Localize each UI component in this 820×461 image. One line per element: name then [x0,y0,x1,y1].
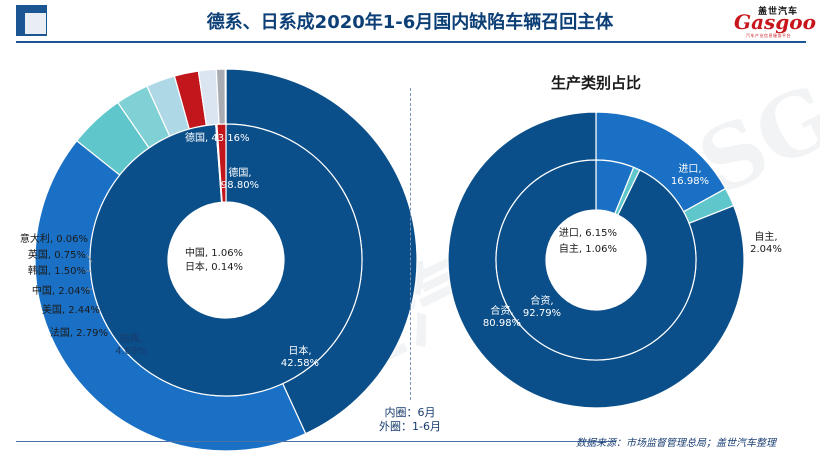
chart-2-hole [546,210,646,310]
chart-1-inner-label-japan: 日本, 0.14% [185,260,243,273]
chart-2-inner-label-import: 进口, 6.15% [559,227,617,239]
chart-2-inner-label-joint-venture: 合资, 92.79% [523,294,561,319]
chart-2-outer-label-import: 进口, 16.98% [671,163,709,187]
chart-1-outer-label-usa: 美国, 2.44% [42,303,100,316]
chart-1-inner-label-china: 中国, 1.06% [185,246,243,259]
chart-2-outer-label-domestic: 自主, 2.04% [750,230,782,255]
inner-ring-note: 内圈：6月 [384,406,436,419]
chart-1-outer-label-japan: 日本, 42.58% [281,344,319,369]
chart-2-title: 生产类别占比 [551,74,641,92]
center-divider [410,88,411,400]
corner-square-light [25,13,46,34]
outer-ring-note: 外圈：1-6月 [379,420,441,433]
chart-1-outer-label-sweden: 瑞典, 4.69% [115,332,147,357]
logo-cn-text: 盖世汽车 [758,7,799,17]
chart-1-leader-line-3 [86,254,93,263]
logo-sub-text: 汽车产业信息服务平台 [746,33,791,38]
footer-rule [16,441,616,442]
chart-2-inner-slice-joint-venture [495,159,697,361]
source-note: 数据来源：市场监督管理总局；盖世汽车整理 [576,438,776,449]
chart-1-hole [168,202,284,318]
chart-1-outer-label-germany: 德国, 43.16% [185,131,250,144]
chart-1-inner-label-germany: 德国, 98.80% [221,166,259,191]
chart-1-outer-label-korea: 韩国, 1.50% [28,264,86,277]
chart-1-outer-slice-italy [224,68,227,125]
chart-1-outer-label-france: 法国, 2.79% [50,326,108,339]
page-title: 德系、日系成2020年1-6月国内缺陷车辆召回主体 [206,12,614,33]
chart-1-inner-slice-germany [89,123,363,397]
chart-1-outer-label-uk: 英国, 0.75% [28,248,86,261]
title-rule [16,41,806,43]
chart-2-outer-label-joint-venture: 合资, 80.98% [483,304,521,329]
chart-2-inner-label-domestic: 自主, 1.06% [559,242,617,255]
chart-1-outer-label-china: 中国, 2.04% [32,284,90,297]
logo-en-text: Gasgoo [734,10,816,34]
chart-1-outer-label-italy: 意大利, 0.06% [20,232,88,245]
gasgoo-logo: 盖世汽车 Gasgoo 汽车产业信息服务平台 [734,4,816,40]
